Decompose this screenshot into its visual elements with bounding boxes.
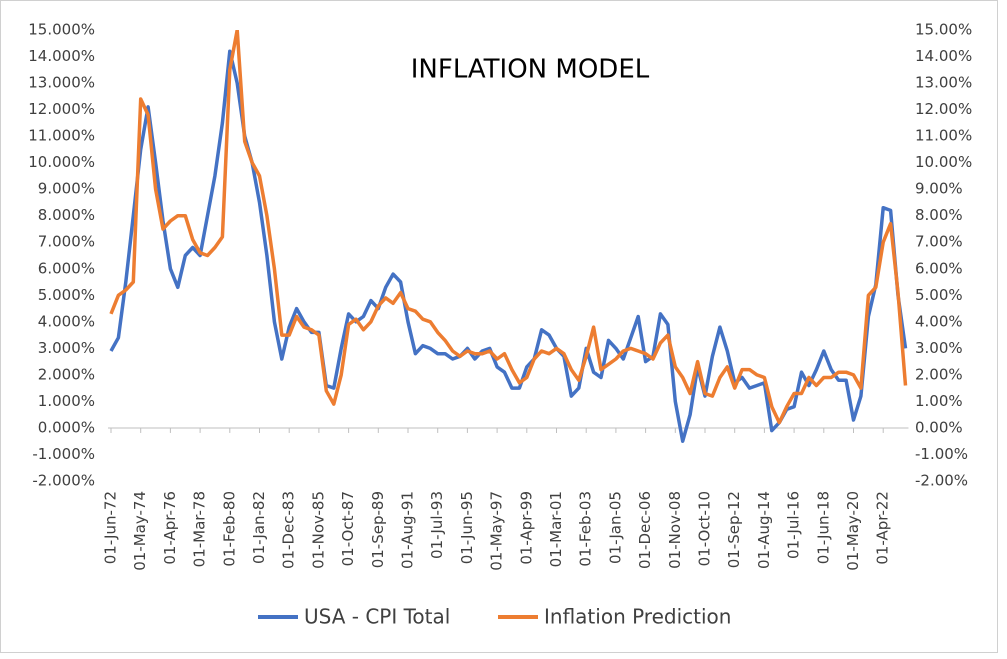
x-tick-label: 01-Nov-08 — [666, 491, 684, 569]
y2-tick-label: 7.00% — [915, 233, 963, 251]
x-tick-label: 01-Jan-82 — [250, 491, 268, 564]
legend-label: USA - CPI Total — [304, 605, 450, 629]
x-tick-label: 01-Jun-18 — [814, 491, 832, 564]
y-tick-label: 5.000% — [38, 286, 95, 304]
y-tick-label: 13.000% — [28, 74, 95, 92]
x-tick-label: 01-Oct-87 — [339, 491, 357, 566]
chart-title: INFLATION MODEL — [411, 55, 650, 85]
y-tick-label: 15.000% — [28, 21, 95, 39]
x-tick-label: 01-Sep-89 — [369, 491, 387, 568]
y2-tick-label: 12.00% — [915, 100, 972, 118]
y2-tick-label: 11.00% — [915, 127, 972, 145]
y2-tick-label: 0.00% — [915, 418, 963, 436]
y2-tick-label: 4.00% — [915, 312, 963, 330]
x-tick-label: 01-Aug-14 — [755, 491, 773, 569]
y-tick-label: 0.000% — [38, 418, 95, 436]
x-tick-label: 01-Apr-22 — [874, 491, 892, 565]
y2-tick-label: 5.00% — [915, 286, 963, 304]
y2-tick-label: -2.00% — [915, 472, 968, 490]
y-tick-label: 8.000% — [38, 206, 95, 224]
x-tick-label: 01-May-97 — [488, 491, 506, 571]
y-tick-label: 9.000% — [38, 180, 95, 198]
x-tick-label: 01-Mar-78 — [191, 491, 209, 567]
x-tick-label: 01-Aug-91 — [399, 491, 417, 569]
y-tick-label: 10.000% — [28, 153, 95, 171]
x-tick-label: 01-Feb-03 — [577, 491, 595, 567]
y-tick-label: -2.000% — [32, 472, 95, 490]
x-tick-label: 01-Feb-80 — [220, 491, 238, 567]
x-tick-label: 01-Oct-10 — [696, 491, 714, 566]
y-tick-label: 3.000% — [38, 339, 95, 357]
y2-tick-label: 8.00% — [915, 206, 963, 224]
x-tick-label: 01-May-20 — [844, 491, 862, 571]
y2-tick-label: 1.00% — [915, 392, 963, 410]
y-tick-label: 4.000% — [38, 312, 95, 330]
x-tick-label: 01-Dec-83 — [280, 491, 298, 569]
y2-tick-label: 13.00% — [915, 74, 972, 92]
y-tick-label: 14.000% — [28, 47, 95, 65]
y2-tick-label: 2.00% — [915, 365, 963, 383]
x-tick-label: 01-Sep-12 — [725, 491, 743, 568]
x-tick-label: 01-Apr-76 — [161, 491, 179, 565]
x-tick-label: 01-Dec-06 — [636, 491, 654, 569]
y2-tick-label: 9.00% — [915, 180, 963, 198]
y2-tick-label: -1.00% — [915, 445, 968, 463]
legend-label: Inflation Prediction — [544, 605, 731, 629]
x-tick-label: 01-Mar-01 — [547, 491, 565, 567]
y-tick-label: 12.000% — [28, 100, 95, 118]
x-tick-label: 01-Jun-95 — [458, 491, 476, 564]
y2-tick-label: 15.00% — [915, 21, 972, 39]
series-line — [109, 30, 908, 425]
y-tick-label: 11.000% — [28, 127, 95, 145]
y-tick-label: 6.000% — [38, 259, 95, 277]
y-tick-label: 7.000% — [38, 233, 95, 251]
y-tick-label: 1.000% — [38, 392, 95, 410]
x-tick-label: 01-Nov-85 — [309, 491, 327, 569]
x-tick-label: 01-Apr-99 — [517, 491, 535, 565]
y-tick-label: 2.000% — [38, 365, 95, 383]
y-tick-label: -1.000% — [32, 445, 95, 463]
y2-tick-label: 3.00% — [915, 339, 963, 357]
y2-tick-label: 14.00% — [915, 47, 972, 65]
x-tick-label: 01-Jul-93 — [428, 491, 446, 559]
x-tick-label: 01-May-74 — [131, 491, 149, 571]
x-tick-label: 01-Jan-05 — [606, 491, 624, 564]
y2-tick-label: 6.00% — [915, 259, 963, 277]
x-tick-label: 01-Jul-16 — [785, 491, 803, 559]
x-tick-label: 01-Jun-72 — [102, 491, 120, 564]
y2-tick-label: 10.00% — [915, 153, 972, 171]
